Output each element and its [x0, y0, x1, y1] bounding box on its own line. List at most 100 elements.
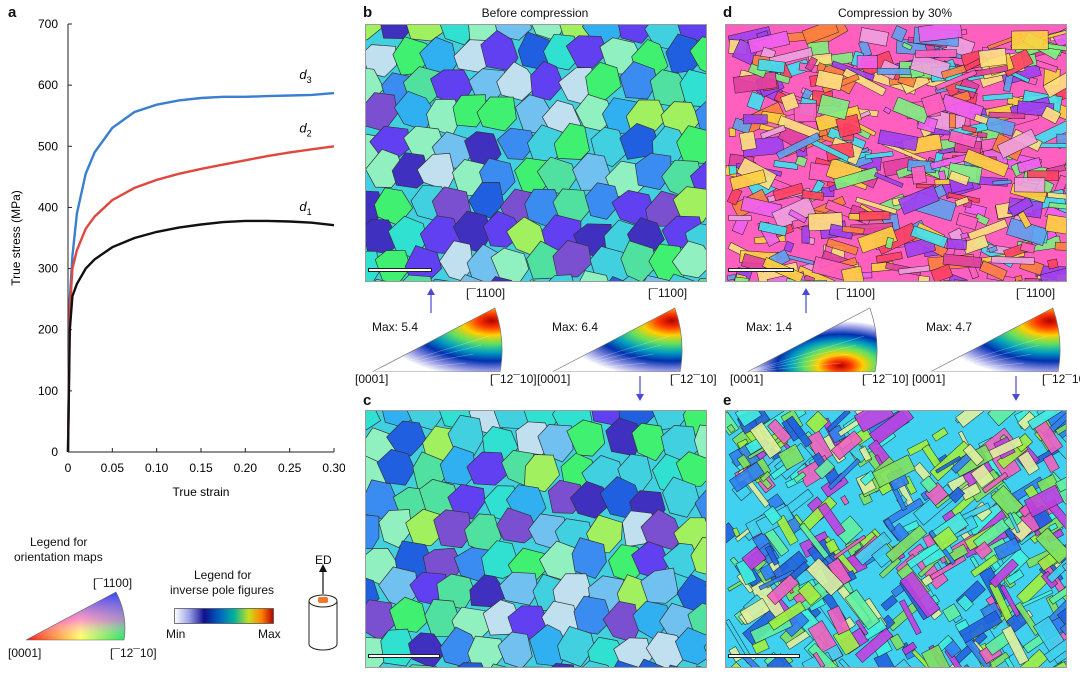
arrow-down-icon — [1012, 376, 1020, 401]
inverse-pole-figure-d — [746, 307, 878, 372]
x-tick-label: 0.20 — [234, 461, 258, 475]
ipf-max-c: Max: 6.4 — [552, 320, 599, 334]
ipf-gridline — [746, 335, 864, 372]
x-tick-label: 0 — [65, 461, 72, 475]
orientation-map-e — [725, 410, 1067, 668]
ipf-gridline — [746, 344, 857, 372]
ipf-gridline — [371, 335, 489, 372]
ipf-legend-min: Min — [166, 627, 186, 641]
arrow-down-icon — [636, 376, 644, 401]
ipf-legend-title-1: Legend for — [194, 568, 252, 582]
ipf-triangle — [551, 307, 683, 372]
ipf-gridline — [746, 353, 849, 372]
y-tick-label: 200 — [38, 323, 58, 337]
panel-label-e: e — [723, 392, 732, 409]
x-tick-label: 0.05 — [101, 461, 125, 475]
y-axis-label: True stress (MPa) — [9, 190, 23, 286]
orientation-legend-triangle — [25, 591, 126, 641]
panel-title-b: Before compression — [481, 6, 589, 20]
ipf-gridline — [371, 353, 474, 372]
ipf-gridline — [551, 353, 654, 372]
series-line-d3 — [66, 91, 335, 453]
ipf-gridline — [551, 335, 669, 372]
stress-strain-chart: 0 100 200 300 400 500 600 700 0 0.05 0.10 0.15 0.20 0… — [9, 17, 345, 499]
ipf-gridline — [371, 344, 482, 372]
orientation-legend-top: [¯1100] — [93, 576, 133, 590]
y-tick-label: 600 — [38, 78, 58, 92]
ipf-max-d: Max: 1.4 — [746, 320, 793, 334]
ipf-gridline — [746, 362, 841, 372]
panel-label-d: d — [723, 4, 733, 21]
orientation-map-b — [365, 24, 707, 282]
arrow-up-icon — [427, 288, 435, 313]
ipf-top-label-d: [¯1100] — [836, 286, 876, 300]
grain-texture — [366, 25, 706, 281]
ipf-triangle — [746, 307, 878, 372]
scale-bar-d — [728, 268, 794, 272]
ipf-legend-max: Max — [258, 627, 281, 641]
y-tick-label: 400 — [38, 200, 58, 214]
specimen-cylinder-icon — [308, 564, 338, 651]
ipf-colorbar — [174, 608, 274, 624]
ipf-triangle — [371, 307, 503, 372]
specimen-direction-label: ED — [315, 553, 332, 567]
ipf-top-label-b: [¯1100] — [466, 286, 506, 300]
ipf-gridline — [371, 362, 466, 372]
ipf-max-e: Max: 4.7 — [926, 320, 973, 334]
y-tick-label: 700 — [38, 17, 58, 31]
ipf-left-label-b: [0001] — [355, 372, 389, 386]
scale-bar-e — [728, 654, 800, 658]
ipf-gridline — [929, 344, 1040, 372]
ipf-gridline — [929, 362, 1024, 372]
grain-texture — [726, 25, 1066, 281]
grain-texture — [726, 411, 1066, 667]
ipf-left-label-e: [0001] — [912, 372, 946, 386]
ipf-right-label-e: [¯12¯10] — [1042, 372, 1080, 386]
scale-bar-b — [368, 268, 432, 272]
panel-label-a: a — [8, 4, 17, 21]
x-tick-label: 0.15 — [189, 461, 213, 475]
ipf-left-label-c: [0001] — [537, 372, 571, 386]
ipf-top-label-c: [¯1100] — [648, 286, 688, 300]
inverse-pole-figure-b — [371, 307, 503, 372]
x-tick-label: 0.10 — [145, 461, 169, 475]
x-axis-label: True strain — [173, 485, 230, 499]
panel-label-c: c — [363, 392, 372, 409]
ipf-right-label-d: [¯12¯10] — [862, 372, 909, 386]
orientation-legend-right: [¯12¯10] — [110, 646, 157, 660]
ipf-gridline — [551, 344, 662, 372]
y-tick-label: 100 — [38, 384, 58, 398]
ipf-right-label-b: [¯12¯10] — [490, 372, 537, 386]
series-line-d2 — [66, 145, 335, 453]
series-label-d3: d3 — [299, 67, 311, 85]
orientation-map-d — [725, 24, 1067, 282]
orientation-map-c — [365, 410, 707, 668]
y-tick-label: 500 — [38, 139, 58, 153]
ipf-gridline — [929, 353, 1032, 372]
inverse-pole-figure-c — [551, 307, 683, 372]
ipf-triangle — [929, 307, 1061, 372]
ipf-left-label-d: [0001] — [730, 372, 764, 386]
series-label-d2: d2 — [299, 120, 311, 138]
grain-texture — [366, 411, 706, 667]
ipf-top-label-e: [¯1100] — [1016, 286, 1056, 300]
ipf-legend-title-2: inverse pole figures — [170, 583, 275, 597]
ipf-gridline — [551, 362, 646, 372]
arrow-up-icon — [802, 288, 810, 313]
orientation-legend-title-1: Legend for — [30, 535, 88, 549]
x-tick-label: 0.30 — [322, 461, 345, 475]
ipf-right-label-c: [¯12¯10] — [670, 372, 717, 386]
x-tick-label: 0.25 — [278, 461, 302, 475]
orientation-legend-left: [0001] — [8, 646, 42, 660]
ipf-gridline — [929, 335, 1047, 372]
y-tick-label: 300 — [38, 262, 58, 276]
panel-label-b: b — [363, 4, 373, 21]
series-line-d1 — [66, 219, 335, 453]
y-tick-label: 0 — [51, 445, 58, 459]
ipf-max-b: Max: 5.4 — [372, 320, 419, 334]
series-label-d1: d1 — [299, 199, 311, 217]
panel-title-d: Compression by 30% — [837, 6, 953, 20]
orientation-legend-title-2: orientation maps — [14, 550, 103, 564]
scale-bar-c — [368, 654, 440, 658]
inverse-pole-figure-e — [929, 307, 1061, 372]
